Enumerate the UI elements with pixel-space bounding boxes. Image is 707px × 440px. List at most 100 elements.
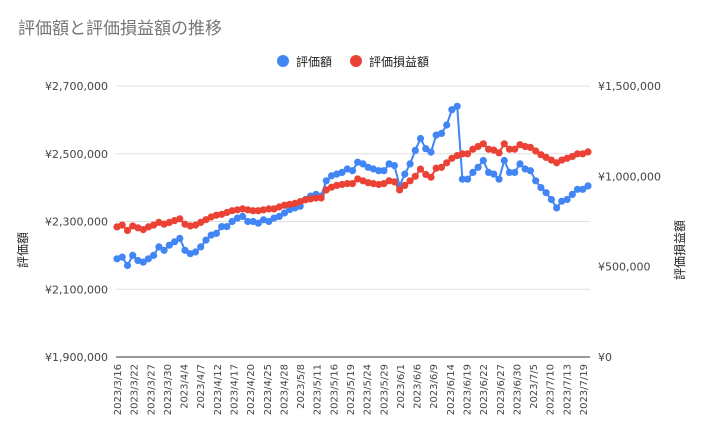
series-0-point[interactable] [139,258,147,266]
series-0-point[interactable] [464,175,472,183]
series-0-point[interactable] [495,175,503,183]
series-0-point[interactable] [223,223,231,231]
series-0-point[interactable] [474,163,482,171]
legend-item-series-0[interactable]: 評価額 [277,54,332,69]
series-0-point[interactable] [155,243,163,251]
series-1-point[interactable] [338,180,346,189]
series-0-point[interactable] [265,217,273,226]
series-1-point[interactable] [123,226,132,235]
series-0-point[interactable] [359,160,367,168]
series-0-point[interactable] [542,189,550,197]
series-0-point[interactable] [150,251,158,259]
series-1-point[interactable] [437,163,446,171]
series-0-point[interactable] [532,177,540,185]
series-0-point[interactable] [511,168,519,176]
series-0-point[interactable] [280,209,289,217]
series-0-point[interactable] [458,175,466,183]
series-1-point[interactable] [500,140,508,148]
series-1-point[interactable] [307,195,315,203]
series-1-point[interactable] [312,194,320,202]
series-1-point[interactable] [244,206,252,214]
series-0-point[interactable] [160,246,168,254]
series-0-point[interactable] [197,243,205,251]
series-0-point[interactable] [165,241,173,249]
series-1-point[interactable] [249,207,257,215]
series-1-point[interactable] [532,147,540,155]
series-0-point[interactable] [144,255,152,263]
series-1-point[interactable] [390,178,398,186]
series-1-point[interactable] [584,148,592,156]
series-1-point[interactable] [369,180,377,188]
series-1-point[interactable] [526,143,535,151]
series-1-point[interactable] [427,173,435,181]
series-0-point[interactable] [212,229,220,237]
series-0-point[interactable] [427,148,435,156]
series-0-point[interactable] [422,145,430,153]
series-0-point[interactable] [118,253,126,261]
series-1-point[interactable] [401,181,409,189]
series-0-point[interactable] [228,217,236,226]
series-0-point[interactable] [202,236,210,244]
series-0-point[interactable] [573,185,582,193]
series-0-point[interactable] [416,134,425,143]
series-1-point[interactable] [228,207,236,215]
series-0-point[interactable] [563,195,571,204]
series-0-point[interactable] [390,162,398,170]
series-0-point[interactable] [448,106,456,114]
series-1-point[interactable] [432,164,440,172]
series-1-point[interactable] [150,221,158,229]
series-0-point[interactable] [171,238,179,246]
series-0-point[interactable] [526,167,535,175]
series-0-point[interactable] [443,121,451,129]
series-1-point[interactable] [322,186,330,194]
series-0-point[interactable] [568,190,576,198]
series-0-point[interactable] [579,185,587,193]
series-0-point[interactable] [254,219,262,227]
series-0-point[interactable] [490,170,498,178]
series-0-point[interactable] [401,170,409,178]
series-1-point[interactable] [265,205,273,213]
series-0-point[interactable] [123,261,132,270]
series-1-point[interactable] [573,150,582,158]
series-0-point[interactable] [505,168,514,176]
series-0-point[interactable] [176,234,184,242]
series-0-point[interactable] [191,248,200,256]
series-0-point[interactable] [348,167,357,175]
series-0-point[interactable] [453,102,461,110]
series-0-point[interactable] [181,246,189,254]
series-1-point[interactable] [212,211,220,219]
series-1-point[interactable] [448,154,456,162]
series-1-point[interactable] [542,153,550,161]
series-1-point[interactable] [416,165,425,173]
series-0-point[interactable] [322,177,330,185]
series-0-point[interactable] [338,168,346,176]
series-0-point[interactable] [547,195,556,204]
series-0-point[interactable] [129,251,137,259]
legend-item-series-1[interactable]: 評価損益額 [350,54,429,69]
series-0-point[interactable] [537,184,545,192]
series-1-point[interactable] [259,206,268,214]
series-0-point[interactable] [500,156,508,165]
series-1-point[interactable] [411,172,419,180]
series-0-point[interactable] [375,167,383,175]
series-0-point[interactable] [380,167,388,175]
series-0-point[interactable] [244,217,252,226]
series-1-point[interactable] [458,150,466,158]
series-1-point[interactable] [505,145,514,153]
series-1-point[interactable] [348,180,357,188]
series-0-point[interactable] [275,212,283,220]
series-0-point[interactable] [516,160,524,168]
series-1-point[interactable] [317,194,325,202]
series-1-point[interactable] [176,215,184,223]
series-0-point[interactable] [239,212,247,220]
series-1-point[interactable] [511,145,519,153]
series-1-point[interactable] [118,221,126,229]
series-0-point[interactable] [218,223,226,231]
series-0-point[interactable] [584,182,592,190]
series-1-point[interactable] [479,140,487,148]
series-0-point[interactable] [411,146,419,154]
series-1-point[interactable] [406,177,414,185]
series-1-point[interactable] [396,186,404,194]
series-1-point[interactable] [197,218,205,226]
series-0-point[interactable] [437,129,446,137]
